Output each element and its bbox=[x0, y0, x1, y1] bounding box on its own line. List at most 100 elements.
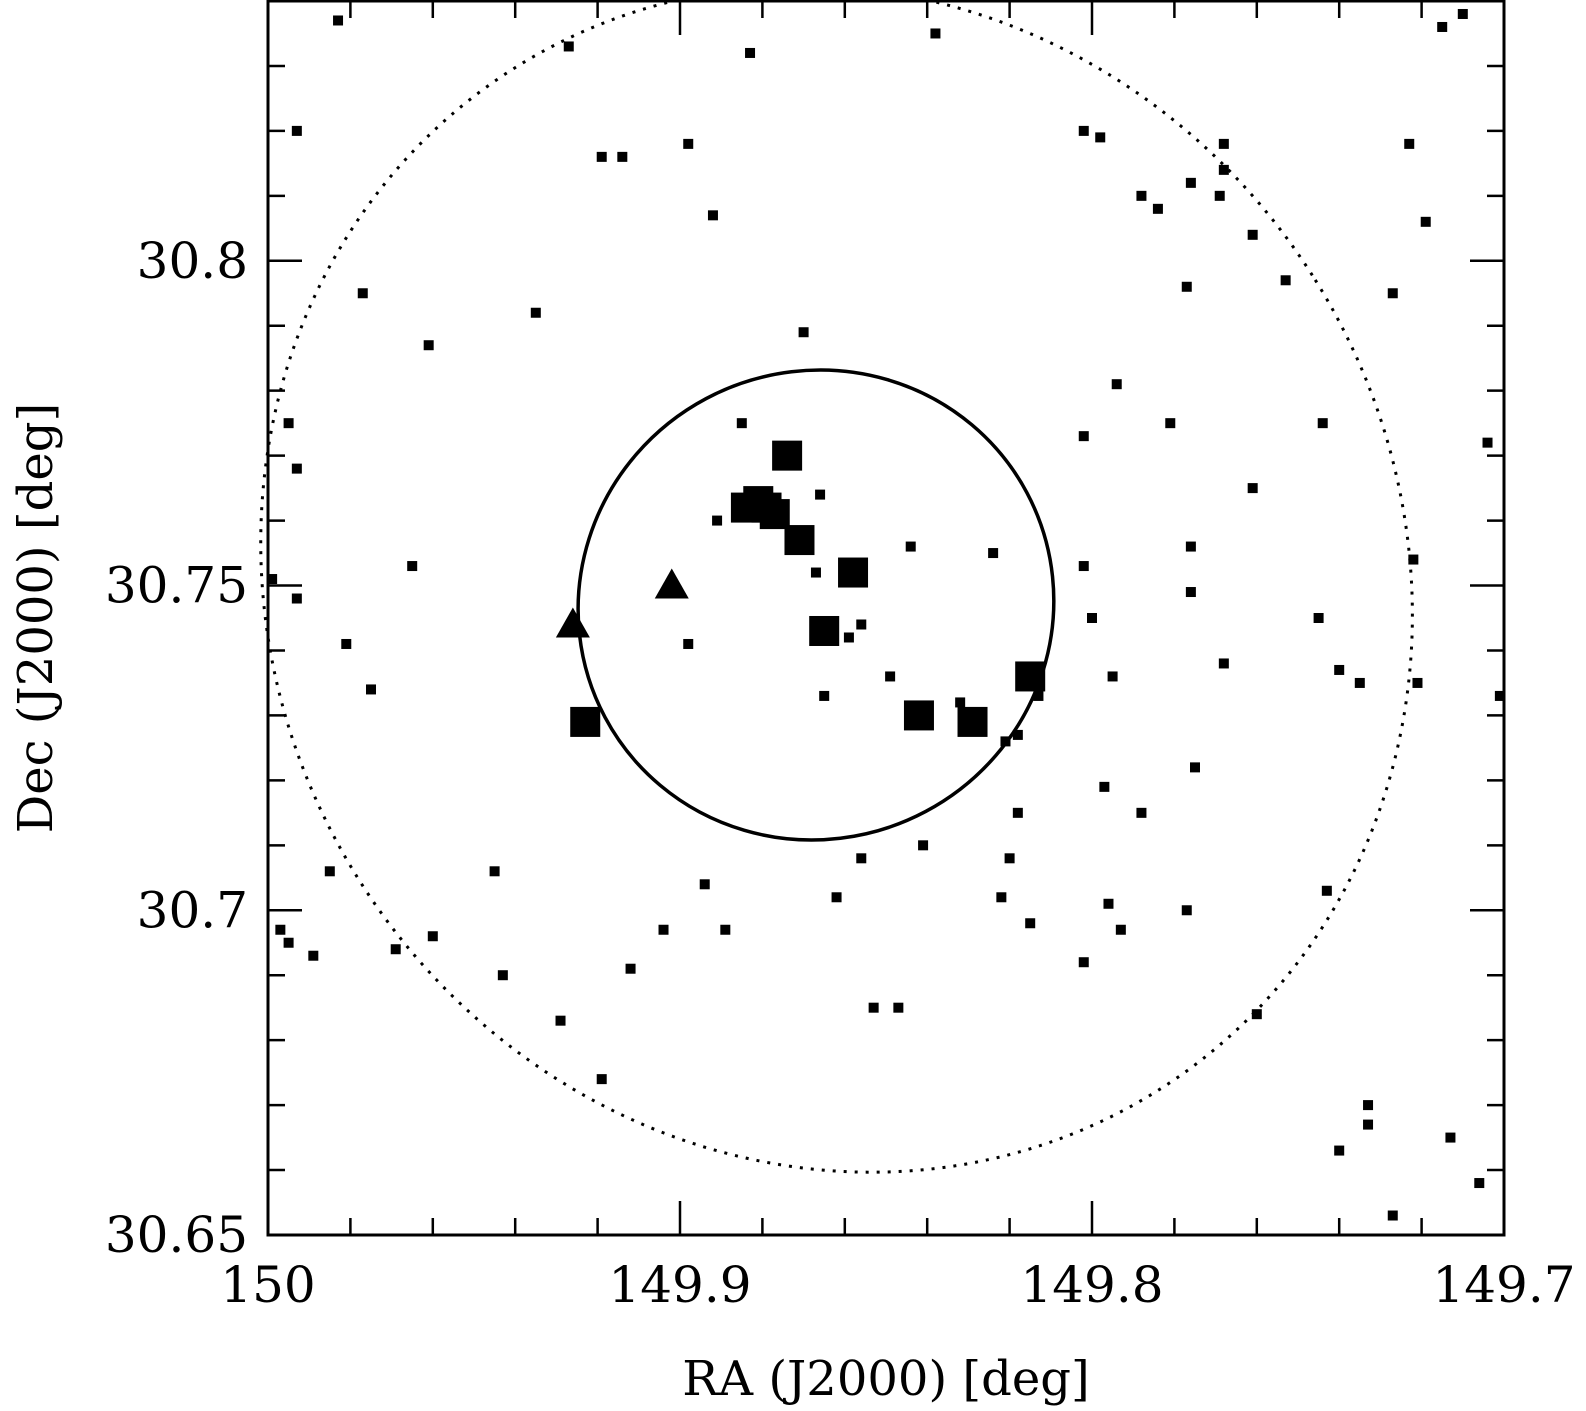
small-square-point bbox=[530, 307, 541, 318]
small-square-point bbox=[1412, 677, 1423, 688]
small-square-point bbox=[308, 950, 319, 961]
data-points bbox=[267, 8, 1505, 1221]
small-square-point bbox=[1095, 132, 1106, 143]
small-square-point bbox=[955, 697, 966, 708]
small-square-point bbox=[1078, 125, 1089, 136]
large-square-point bbox=[903, 700, 934, 731]
small-square-point bbox=[1321, 885, 1332, 896]
small-square-point bbox=[1111, 379, 1122, 390]
axis-ticks bbox=[266, 0, 1506, 1237]
small-square-point bbox=[1185, 587, 1196, 598]
small-square-point bbox=[720, 924, 731, 935]
small-square-point bbox=[856, 619, 867, 630]
small-square-point bbox=[707, 210, 718, 221]
small-square-point bbox=[1185, 541, 1196, 552]
y-axis-title: Dec (J2000) [deg] bbox=[8, 403, 64, 833]
small-square-point bbox=[1115, 924, 1126, 935]
small-square-point bbox=[1012, 807, 1023, 818]
small-square-point bbox=[555, 1015, 566, 1026]
small-square-point bbox=[856, 853, 867, 864]
small-square-point bbox=[1437, 21, 1448, 32]
small-square-point bbox=[1408, 554, 1419, 565]
x-tick-label: 150 bbox=[220, 1256, 315, 1314]
x-axis-title: RA (J2000) [deg] bbox=[682, 1351, 1089, 1407]
large-square-point bbox=[838, 557, 869, 588]
y-tick-labels: 30.65 30.7 30.75 30.8 bbox=[105, 232, 248, 1264]
small-square-point bbox=[563, 41, 574, 52]
triangle-point bbox=[555, 607, 590, 638]
small-square-point bbox=[291, 125, 302, 136]
small-square-point bbox=[291, 463, 302, 474]
small-square-point bbox=[1136, 807, 1147, 818]
small-square-point bbox=[745, 47, 756, 58]
plot-area bbox=[259, 0, 1506, 1237]
small-square-point bbox=[1099, 781, 1110, 792]
small-square-point bbox=[1033, 690, 1044, 701]
small-square-point bbox=[1218, 164, 1229, 175]
small-square-point bbox=[1136, 190, 1147, 201]
region-ellipses bbox=[259, 0, 1414, 1174]
small-square-point bbox=[1103, 898, 1114, 909]
small-square-point bbox=[1457, 8, 1468, 19]
small-square-point bbox=[291, 593, 302, 604]
small-square-point bbox=[893, 1002, 904, 1013]
small-square-point bbox=[1152, 203, 1163, 214]
small-square-point bbox=[1218, 138, 1229, 149]
small-square-point bbox=[843, 632, 854, 643]
small-square-point bbox=[333, 15, 344, 26]
y-tick-label: 30.75 bbox=[105, 557, 248, 615]
small-square-point bbox=[341, 638, 352, 649]
small-square-point bbox=[1280, 275, 1291, 286]
small-square-point bbox=[1387, 1210, 1398, 1221]
small-square-point bbox=[1087, 613, 1097, 623]
large-square-point bbox=[957, 706, 988, 737]
small-square-point bbox=[1251, 1009, 1262, 1020]
solid-ellipse bbox=[576, 368, 1056, 842]
x-tick-label: 149.7 bbox=[1432, 1256, 1575, 1314]
small-square-point bbox=[1482, 437, 1493, 448]
small-square-point bbox=[683, 638, 694, 649]
small-square-point bbox=[918, 840, 929, 851]
large-square-point bbox=[1015, 661, 1046, 692]
small-square-point bbox=[1317, 418, 1328, 429]
small-square-point bbox=[810, 567, 821, 578]
small-square-point bbox=[1025, 918, 1036, 929]
small-square-point bbox=[407, 561, 418, 572]
small-square-point bbox=[1247, 229, 1258, 240]
small-square-point bbox=[267, 574, 278, 585]
small-square-point bbox=[596, 151, 607, 162]
small-square-point bbox=[658, 924, 669, 935]
large-square-point bbox=[772, 440, 803, 471]
small-square-point bbox=[819, 690, 830, 701]
large-square-point bbox=[759, 499, 790, 530]
small-square-point bbox=[283, 418, 294, 429]
y-tick-label: 30.7 bbox=[137, 881, 248, 939]
small-square-point bbox=[905, 541, 916, 552]
triangle-point bbox=[654, 568, 689, 599]
small-square-point bbox=[1218, 658, 1229, 669]
small-square-point bbox=[275, 924, 286, 935]
small-square-point bbox=[1474, 1178, 1485, 1189]
small-square-point bbox=[699, 879, 710, 890]
dotted-ellipse bbox=[259, 0, 1414, 1174]
small-square-point bbox=[1354, 677, 1365, 688]
small-square-point bbox=[1078, 957, 1089, 968]
small-square-point bbox=[996, 892, 1007, 903]
small-square-point bbox=[736, 418, 747, 429]
small-square-point bbox=[427, 931, 438, 942]
small-square-point bbox=[1165, 418, 1176, 429]
y-tick-label: 30.8 bbox=[137, 232, 248, 290]
small-square-point bbox=[366, 684, 376, 695]
plot-frame bbox=[266, 0, 1506, 1237]
small-square-point bbox=[1494, 690, 1505, 701]
small-square-point bbox=[1181, 905, 1192, 916]
small-square-point bbox=[596, 1074, 607, 1085]
small-square-point bbox=[1404, 138, 1415, 149]
small-square-point bbox=[1334, 664, 1345, 675]
small-square-point bbox=[617, 151, 628, 162]
x-tick-label: 149.9 bbox=[608, 1256, 751, 1314]
small-square-point bbox=[1445, 1132, 1456, 1143]
small-square-point bbox=[831, 892, 842, 903]
small-square-point bbox=[1000, 736, 1011, 747]
